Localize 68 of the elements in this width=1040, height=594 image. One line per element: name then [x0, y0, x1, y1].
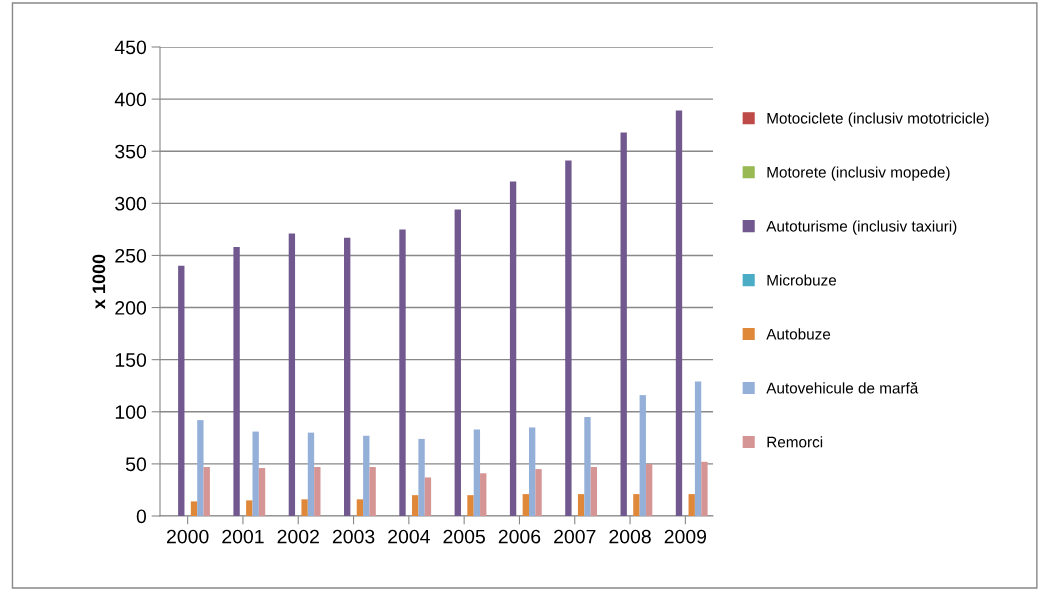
bar [307, 432, 315, 516]
legend-label: Microbuze [767, 274, 837, 286]
y-tick-label: 450 [114, 40, 147, 55]
legend-label: Remorci [767, 436, 823, 448]
x-tick-label: 2007 [554, 529, 596, 544]
y-tick-label: 150 [115, 353, 147, 367]
bar [288, 233, 296, 516]
bar [369, 467, 376, 516]
bar [694, 381, 702, 516]
bar [356, 499, 364, 516]
bar [565, 160, 572, 516]
bar [190, 501, 198, 516]
x-tick-label: 2001 [222, 529, 264, 544]
bar [535, 469, 542, 516]
legend-label: Autovehicule de marfă [766, 382, 919, 394]
bar [301, 499, 308, 516]
y-axis-title: x 1000 [92, 254, 106, 309]
bar [688, 494, 695, 516]
bar [620, 132, 627, 516]
bar [675, 110, 683, 516]
bar [528, 427, 536, 516]
bar [473, 429, 481, 516]
bar [252, 431, 259, 516]
y-tick-label: 350 [115, 144, 147, 159]
y-tick-label: 250 [115, 248, 147, 263]
bar [701, 461, 708, 516]
x-tick-label: 2009 [664, 529, 707, 544]
bar [399, 229, 406, 516]
x-tick-label: 2002 [277, 529, 319, 544]
x-tick-label: 2005 [443, 529, 485, 544]
y-tick-label: 50 [125, 457, 147, 472]
y-tick-label: 200 [115, 301, 147, 315]
bar [467, 495, 474, 516]
bar [522, 494, 529, 516]
x-tick-label: 2008 [609, 529, 651, 544]
bar [454, 209, 461, 516]
bar [577, 494, 585, 516]
bar [363, 435, 370, 516]
x-tick-label: 2000 [167, 529, 209, 544]
bar [203, 467, 210, 516]
bar [509, 181, 517, 516]
bar [233, 247, 240, 516]
bar [258, 468, 266, 516]
bar [412, 495, 419, 516]
x-tick-label: 2004 [388, 529, 430, 544]
y-tick-label: 300 [115, 196, 147, 211]
y-tick-label: 100 [115, 405, 147, 420]
bar [424, 477, 432, 516]
legend-label: Motociclete (inclusiv mototricicle) [767, 112, 989, 127]
bar [639, 395, 646, 516]
bar [633, 494, 640, 516]
bar [590, 467, 598, 516]
legend-label: Autoturisme (inclusiv taxiuri) [766, 220, 957, 235]
bar [314, 467, 321, 516]
bar [178, 265, 185, 516]
legend-label: Motorete (inclusiv mopede) [767, 166, 950, 181]
y-tick-label: 400 [114, 92, 147, 107]
y-tick-label: 0 [136, 509, 147, 524]
bar [480, 473, 487, 516]
legend-label: Autobuze [766, 328, 831, 340]
x-tick-label: 2003 [332, 529, 375, 544]
bar [418, 438, 425, 516]
bar [645, 463, 653, 516]
bar [584, 416, 591, 516]
bar [197, 420, 204, 516]
bar [246, 500, 253, 516]
bar [344, 237, 351, 516]
x-tick-label: 2006 [498, 529, 541, 544]
